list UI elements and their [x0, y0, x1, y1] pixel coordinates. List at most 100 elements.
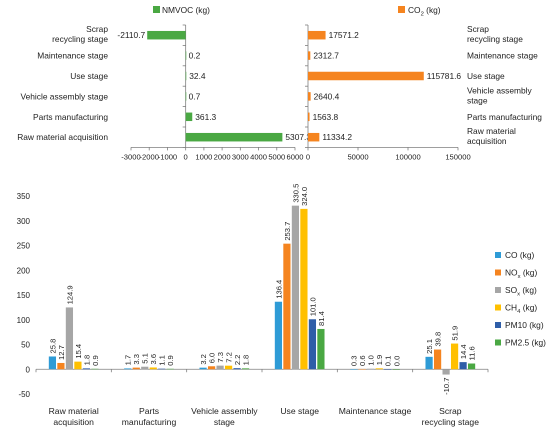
category-label: Maintenance stage: [339, 406, 412, 416]
data-label: 0.6: [358, 355, 367, 366]
co2-data-label: 17571.2: [329, 30, 360, 40]
nmvoc-bar: [185, 92, 187, 101]
data-label: 1.7: [124, 355, 133, 366]
y-tick-label: 300: [17, 217, 31, 226]
co2-data-label: 11334.2: [322, 132, 352, 142]
data-label: 39.8: [434, 332, 443, 347]
bar-5-4: [459, 362, 467, 370]
nmvoc-x-tick-label: 4000: [250, 152, 267, 161]
legend-swatch-2: [495, 287, 501, 293]
bar-3-5: [317, 328, 325, 370]
data-label: 253.7: [283, 222, 292, 241]
bar-4-1: [358, 368, 366, 370]
data-label: 136.4: [274, 280, 283, 299]
bar-5-1: [433, 349, 442, 370]
bar-4-3: [375, 368, 383, 370]
bar-1-5: [166, 368, 174, 370]
legend-swatch-4: [495, 322, 501, 328]
data-label: 101.0: [308, 297, 317, 316]
co2-x-tick-label: 50000: [347, 152, 368, 161]
data-label: 3.3: [132, 354, 141, 365]
co2-data-label: 2640.4: [314, 91, 340, 101]
data-label: 7.2: [225, 352, 234, 363]
stage-label-left: Raw material acquisition: [17, 132, 108, 142]
nmvoc-data-label: 0.2: [189, 51, 201, 61]
bar-3-4: [308, 319, 317, 370]
bar-0-2: [65, 307, 74, 370]
bar-0-3: [74, 361, 82, 370]
bar-1-4: [158, 368, 166, 370]
data-label: 1.1: [158, 355, 167, 366]
co2-legend-swatch: [398, 6, 405, 13]
co2-x-tick-label: 100000: [395, 152, 420, 161]
bar-1-0: [124, 368, 132, 370]
data-label: 3.2: [199, 354, 208, 365]
data-label: 0.0: [392, 356, 401, 367]
stage-label-right: acquisition: [467, 136, 507, 146]
nmvoc-x-tick-label: 2000: [214, 152, 231, 161]
nmvoc-bar: [185, 132, 283, 142]
nmvoc-data-label: 32.4: [189, 71, 206, 81]
data-label: 1.0: [367, 355, 376, 366]
data-label: -10.7: [442, 378, 451, 395]
data-label: 1.9: [375, 355, 384, 366]
nmvoc-legend-label: NMVOC (kg): [162, 5, 210, 15]
data-label: 0.1: [384, 356, 393, 367]
stage-label-left: Maintenance stage: [37, 51, 108, 61]
co2-bar: [308, 51, 311, 60]
bar-5-0: [425, 356, 433, 370]
data-label: 12.7: [57, 345, 66, 360]
co2-data-label: 2312.7: [313, 51, 339, 61]
category-label: Vehicle assembly: [191, 406, 258, 416]
nmvoc-legend-swatch: [153, 6, 160, 13]
stage-label-right: Scrap: [467, 24, 489, 34]
data-label: 124.9: [65, 285, 74, 304]
category-label: acquisition: [53, 417, 94, 427]
bar-0-4: [82, 368, 91, 370]
data-label: 0.9: [166, 355, 175, 366]
bar-4-5: [392, 369, 400, 370]
bar-2-5: [241, 368, 250, 370]
data-label: 51.9: [451, 326, 460, 341]
category-label: stage: [214, 417, 235, 427]
bar-4-0: [350, 369, 358, 370]
nmvoc-x-tick-label: 3000: [232, 152, 249, 161]
legend-swatch-1: [495, 269, 501, 276]
nmvoc-x-tick-label: -3000: [121, 152, 140, 161]
category-label: Raw material: [49, 406, 99, 416]
data-label: 0.3: [350, 356, 359, 367]
nmvoc-x-tick-label: 1000: [195, 152, 212, 161]
data-label: 1.8: [242, 355, 251, 366]
co2-bar: [308, 132, 320, 142]
stage-label-left: Vehicle assembly stage: [20, 91, 108, 101]
category-label: Parts: [139, 406, 159, 416]
nmvoc-data-label: 361.3: [195, 112, 216, 122]
category-label: manufacturing: [122, 417, 177, 427]
nmvoc-x-tick-label: -1000: [158, 152, 177, 161]
nmvoc-bar: [185, 71, 187, 81]
nmvoc-data-label: -2110.7: [117, 30, 145, 40]
nmvoc-bar: [185, 112, 193, 122]
bar-3-0: [274, 301, 283, 370]
co2-bar: [308, 112, 310, 122]
nmvoc-data-label: 5307.3: [285, 132, 311, 142]
data-label: 3.6: [149, 354, 158, 365]
data-label: 324.0: [300, 187, 309, 206]
co2-legend-label: CO2 (kg): [408, 5, 441, 18]
bar-2-0: [199, 367, 207, 370]
stage-label-right: stage: [467, 95, 488, 105]
data-label: 1.8: [82, 355, 91, 366]
stage-label-left: recycling stage: [52, 34, 108, 44]
pollutants-chart: -50 0 50 100 150 200 250 300 350 25.8 12.7 124.9 15.…: [17, 184, 547, 427]
stage-label-left: Scrap: [86, 24, 108, 34]
bar-4-4: [384, 369, 392, 370]
data-label: 15.4: [74, 344, 83, 359]
bar-5-3: [450, 343, 459, 370]
stage-label-left: Use stage: [70, 71, 108, 81]
bar-4-2: [367, 368, 375, 370]
data-label: 5.1: [141, 353, 150, 364]
co2-bar: [308, 71, 424, 81]
bar-2-3: [224, 365, 233, 370]
